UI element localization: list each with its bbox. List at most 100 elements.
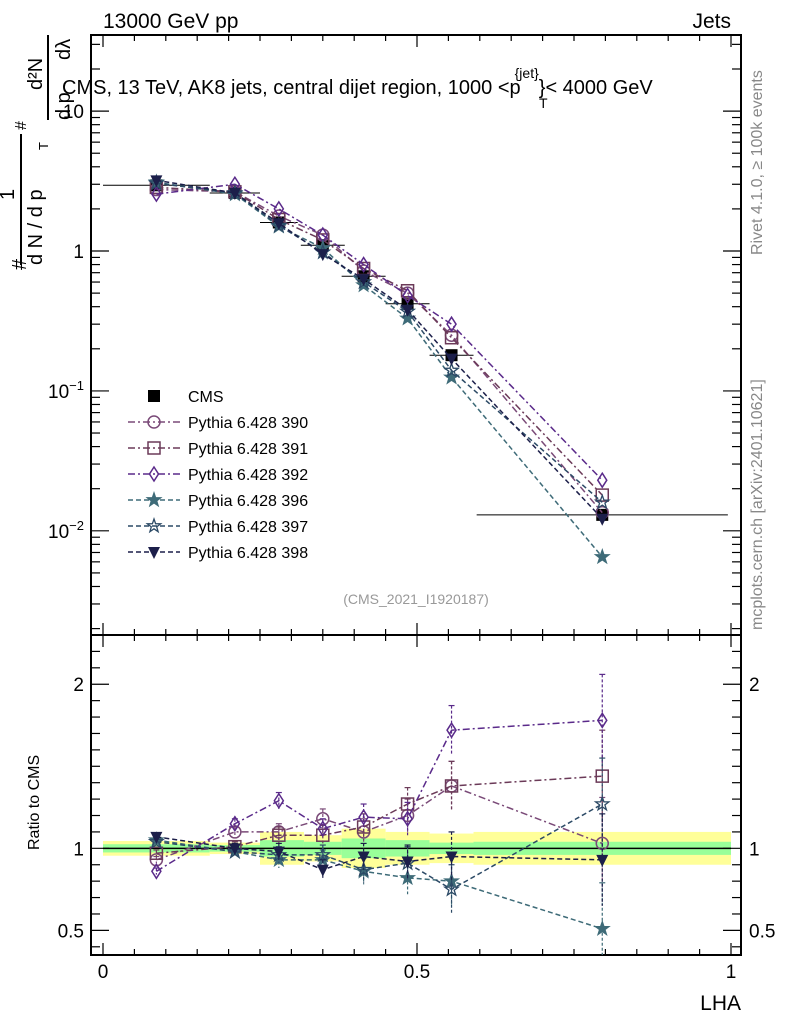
ratio-point-pythia-6-428-398 — [316, 864, 329, 877]
legend-marker — [148, 547, 160, 559]
ratio-point-pythia-6-428-392 — [150, 862, 162, 880]
data-point-pythia-6-428-397 — [593, 493, 611, 510]
ratio-point-pythia-6-428-397 — [355, 860, 373, 877]
ratio-point-pythia-6-428-397 — [314, 845, 332, 863]
ratio-point-pythia-6-428-392 — [229, 815, 241, 833]
legend-label: CMS — [188, 389, 224, 406]
legend-marker — [148, 465, 160, 483]
ylabel-num: d²N — [25, 58, 47, 90]
series-line-pythia-6-428-398 — [156, 179, 603, 520]
ylabel-lam: dλ — [53, 39, 75, 60]
ratio-point-pythia-6-428-392 — [273, 792, 285, 810]
series-line-pythia-6-428-391 — [156, 186, 603, 496]
ratio-y-tick-label-right: 0.5 — [749, 921, 775, 942]
ylabel-den: d N / d p — [25, 189, 47, 265]
data-point-pythia-6-428-398 — [596, 513, 609, 526]
mcplots-label: mcplots.cern.ch [arXiv:2401.10621] — [749, 379, 766, 630]
header-right-label: Jets — [692, 10, 731, 33]
plot-title: CMS, 13 TeV, AK8 jets, central dijet reg… — [62, 65, 653, 99]
ylabel-den2: d p — [53, 92, 75, 120]
main-ylabel: # 1 d N / d p T # d²N d p dλ — [0, 35, 75, 270]
ylabel-hash-mid: # — [13, 121, 30, 130]
ratio-y-tick-label: 2 — [73, 675, 84, 696]
ratio-point-pythia-6-428-392 — [402, 810, 413, 828]
x-tick-label: 0.5 — [404, 962, 430, 983]
legend-marker-cms — [148, 390, 160, 402]
title-suffix: }< 4000 GeV — [539, 77, 654, 99]
legend-marker — [145, 490, 163, 508]
legend-label: Pythia 6.428 396 — [188, 493, 308, 510]
ylabel-sub-t-1: T — [36, 142, 51, 150]
data-point-pythia-6-428-392 — [273, 200, 285, 218]
ratio-point-pythia-6-428-398 — [150, 831, 163, 844]
ratio-point-pythia-6-428-391 — [444, 779, 459, 793]
ratio-point-pythia-6-428-398 — [228, 843, 241, 856]
legend-marker — [147, 441, 161, 455]
title-sub-t: T — [539, 95, 548, 111]
x-tick-label: 0 — [98, 962, 109, 983]
legend-label: Pythia 6.428 398 — [188, 545, 308, 562]
data-point-pythia-6-428-392 — [358, 256, 370, 273]
ratio-line-pythia-6-428-390 — [156, 785, 603, 861]
title-sup: {jet} — [515, 65, 539, 81]
ratio-y-tick-label-right: 2 — [749, 675, 760, 696]
ratio-line-pythia-6-428-396 — [156, 839, 603, 930]
ratio-point-pythia-6-428-398 — [596, 854, 609, 867]
rivet-label: Rivet 4.1.0, ≥ 100k events — [749, 70, 766, 255]
ratio-y-tick-label-right: 1 — [749, 839, 760, 860]
x-axis-label: LHA — [700, 992, 741, 1015]
ratio-series — [147, 673, 611, 955]
ratio-line-pythia-6-428-398 — [156, 836, 603, 871]
legend-label: Pythia 6.428 392 — [188, 467, 308, 484]
data-point-pythia-6-428-398 — [228, 187, 241, 200]
ratio-point-pythia-6-428-397 — [443, 880, 461, 897]
legend-label: Pythia 6.428 397 — [188, 519, 308, 536]
ratio-y-tick-label: 0.5 — [58, 921, 84, 942]
series-line-pythia-6-428-392 — [156, 183, 603, 481]
ratio-y-tick-label: 1 — [73, 839, 84, 860]
ratio-point-pythia-6-428-392 — [317, 820, 329, 838]
data-point-pythia-6-428-391 — [400, 283, 415, 298]
ratio-point-pythia-6-428-398 — [357, 851, 370, 864]
axes: 0 0.5 1 10 1 10−1 10−2 0.5 0.5 1 1 2 2 — [48, 34, 775, 983]
data-point-pythia-6-428-396 — [593, 548, 611, 565]
ratio-point-pythia-6-428-392 — [596, 711, 608, 729]
ratio-point-pythia-6-428-396 — [593, 919, 611, 937]
legend-marker — [145, 516, 163, 534]
data-point-pythia-6-428-391 — [595, 488, 610, 502]
ratio-point-pythia-6-428-398 — [272, 846, 285, 859]
data-point-pythia-6-428-392 — [150, 185, 162, 203]
ratio-line-pythia-6-428-391 — [156, 775, 603, 855]
data-point-pythia-6-428-398 — [357, 274, 370, 287]
ratio-point-pythia-6-428-391 — [272, 828, 286, 842]
y-tick-label: 10 — [63, 102, 84, 123]
data-point-pythia-6-428-398 — [150, 175, 163, 188]
header-left-label: 13000 GeV pp — [103, 10, 238, 33]
analysis-id: (CMS_2021_I1920187) — [343, 591, 489, 607]
ylabel-one: 1 — [0, 189, 19, 200]
data-point-pythia-6-428-397 — [443, 361, 461, 378]
data-point-pythia-6-428-398 — [272, 218, 285, 231]
legend-label: Pythia 6.428 391 — [188, 441, 308, 458]
ratio-point-pythia-6-428-391 — [149, 846, 164, 861]
ratio-frame — [90, 634, 742, 956]
legend-label: Pythia 6.428 390 — [188, 415, 308, 432]
main-series — [103, 173, 728, 565]
ratio-point-pythia-6-428-398 — [401, 856, 414, 869]
ratio-line-pythia-6-428-392 — [155, 719, 603, 872]
series-line-pythia-6-428-390 — [156, 188, 603, 514]
title-prefix: CMS, 13 TeV, AK8 jets, central dijet reg… — [62, 77, 510, 99]
legend-marker — [147, 415, 161, 429]
title-p: p — [510, 77, 521, 99]
ratio-line-pythia-6-428-397 — [156, 803, 603, 891]
y-tick-label: 10−1 — [48, 378, 84, 403]
data-point-pythia-6-428-398 — [445, 353, 458, 366]
data-point-pythia-6-428-398 — [401, 304, 414, 317]
ratio-point-pythia-6-428-398 — [445, 851, 458, 864]
ratio-point-pythia-6-428-392 — [446, 721, 457, 739]
legend: CMS Pythia 6.428 390 Pythia 6.428 391 Pythi… — [128, 389, 308, 562]
data-point-pythia-6-428-392 — [446, 315, 457, 333]
x-tick-label: 1 — [726, 962, 737, 983]
y-tick-label: 1 — [73, 242, 84, 263]
